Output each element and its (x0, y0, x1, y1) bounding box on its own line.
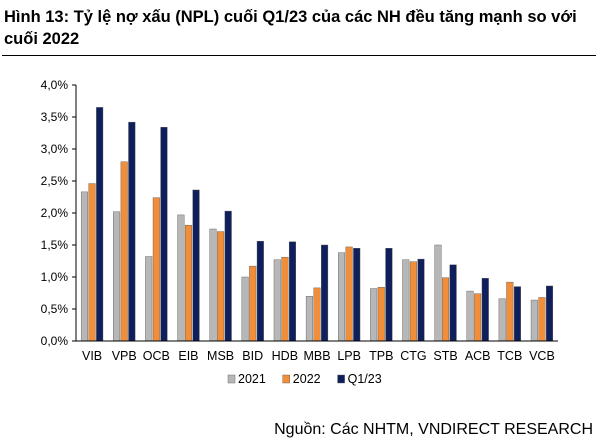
legend-label: 2021 (238, 372, 266, 386)
bar-tcb-q1-23 (513, 286, 521, 342)
x-category-label: STB (433, 349, 457, 363)
x-category-label: TPB (369, 349, 393, 363)
y-tick-label: 1,5% (41, 238, 69, 252)
bar-eib-2022 (184, 224, 192, 342)
bar-ctg-2021 (402, 259, 410, 342)
bar-tcb-2022 (506, 281, 514, 342)
bar-ctg-q1-23 (417, 258, 425, 342)
bar-vib-q1-23 (96, 107, 104, 342)
bar-bid-2022 (249, 265, 257, 342)
x-axis: VIB VPB OCB EIB MSB BID HDB MBB LPB TPB CTG STB ACB T… (76, 340, 558, 363)
bar-ctg-2022 (409, 261, 417, 342)
bar-bid-2021 (241, 276, 249, 342)
bar-mbb-2022 (313, 287, 321, 342)
x-category-label: VPB (112, 349, 137, 363)
npl-bar-chart: 0,0% 0,5% 1,0% 1,5% 2,0% 2,5% 3,0% 3,5% 4,0% VIB… (41, 78, 558, 386)
bar-lpb-2021 (338, 252, 346, 342)
bar-hdb-2022 (281, 256, 289, 342)
y-tick-label: 3,5% (41, 110, 69, 124)
legend: 2021 2022 Q1/23 (227, 372, 382, 386)
bar-eib-2021 (177, 214, 185, 342)
bar-vpb-q1-23 (128, 121, 136, 342)
x-category-label: LPB (337, 349, 361, 363)
bar-vib-2021 (80, 191, 88, 342)
bar-ocb-2022 (152, 197, 160, 342)
x-category-label: EIB (178, 349, 198, 363)
y-tick-label: 2,5% (41, 174, 69, 188)
title-divider (2, 55, 596, 56)
bar-mbb-q1-23 (321, 244, 329, 342)
bar-lpb-q1-23 (353, 247, 361, 342)
legend-swatch (282, 374, 290, 384)
x-category-label: VCB (529, 349, 555, 363)
x-category-label: MSB (207, 349, 234, 363)
bar-stb-2021 (434, 244, 442, 342)
x-category-label: OCB (143, 349, 170, 363)
bar-acb-2022 (474, 293, 482, 342)
bars-group (80, 107, 554, 342)
y-axis: 0,0% 0,5% 1,0% 1,5% 2,0% 2,5% 3,0% 3,5% 4,0% (41, 78, 77, 348)
x-category-label: TCB (497, 349, 522, 363)
x-category-label: VIB (82, 349, 102, 363)
bar-tpb-2021 (370, 288, 378, 342)
y-tick-label: 2,0% (41, 206, 69, 220)
x-category-label: HDB (272, 349, 298, 363)
x-category-label: MBB (303, 349, 330, 363)
bar-acb-2021 (466, 290, 474, 342)
bar-msb-q1-23 (224, 210, 232, 342)
legend-label: 2022 (293, 372, 321, 386)
bar-msb-2022 (217, 231, 225, 342)
bar-stb-2022 (442, 277, 450, 342)
y-tick-label: 0,5% (41, 302, 69, 316)
chart-title: Hình 13: Tỷ lệ nợ xấu (NPL) cuối Q1/23 c… (4, 8, 577, 48)
bar-vcb-2021 (530, 299, 538, 342)
bar-vib-2022 (88, 183, 96, 342)
bar-msb-2021 (209, 228, 217, 342)
bar-mbb-2021 (305, 295, 313, 342)
y-tick-label: 3,0% (41, 142, 69, 156)
bar-hdb-2021 (273, 259, 281, 342)
x-category-label: ACB (465, 349, 491, 363)
legend-swatch (227, 374, 236, 384)
bar-hdb-q1-23 (288, 241, 296, 342)
bar-bid-q1-23 (256, 240, 264, 342)
bar-ocb-2021 (145, 256, 153, 342)
y-tick-label: 1,0% (41, 270, 69, 284)
x-category-label: BID (242, 349, 263, 363)
bar-tcb-2021 (498, 298, 506, 342)
legend-swatch (337, 374, 345, 384)
bar-vcb-q1-23 (546, 285, 554, 342)
bar-tpb-2022 (377, 287, 385, 342)
bar-tpb-q1-23 (385, 247, 393, 342)
bar-lpb-2022 (345, 246, 353, 342)
bar-vpb-2022 (120, 161, 128, 342)
bar-eib-q1-23 (192, 189, 200, 342)
bar-stb-q1-23 (449, 264, 457, 342)
source-note: Nguồn: Các NHTM, VNDIRECT RESEARCH (274, 421, 593, 438)
y-tick-label: 0,0% (41, 334, 69, 348)
y-tick-label: 4,0% (41, 78, 69, 92)
x-category-label: CTG (400, 349, 426, 363)
bar-vcb-2022 (538, 297, 546, 342)
bar-ocb-q1-23 (160, 127, 168, 342)
legend-label: Q1/23 (348, 372, 382, 386)
bar-vpb-2021 (113, 211, 121, 342)
bar-acb-q1-23 (481, 278, 489, 342)
